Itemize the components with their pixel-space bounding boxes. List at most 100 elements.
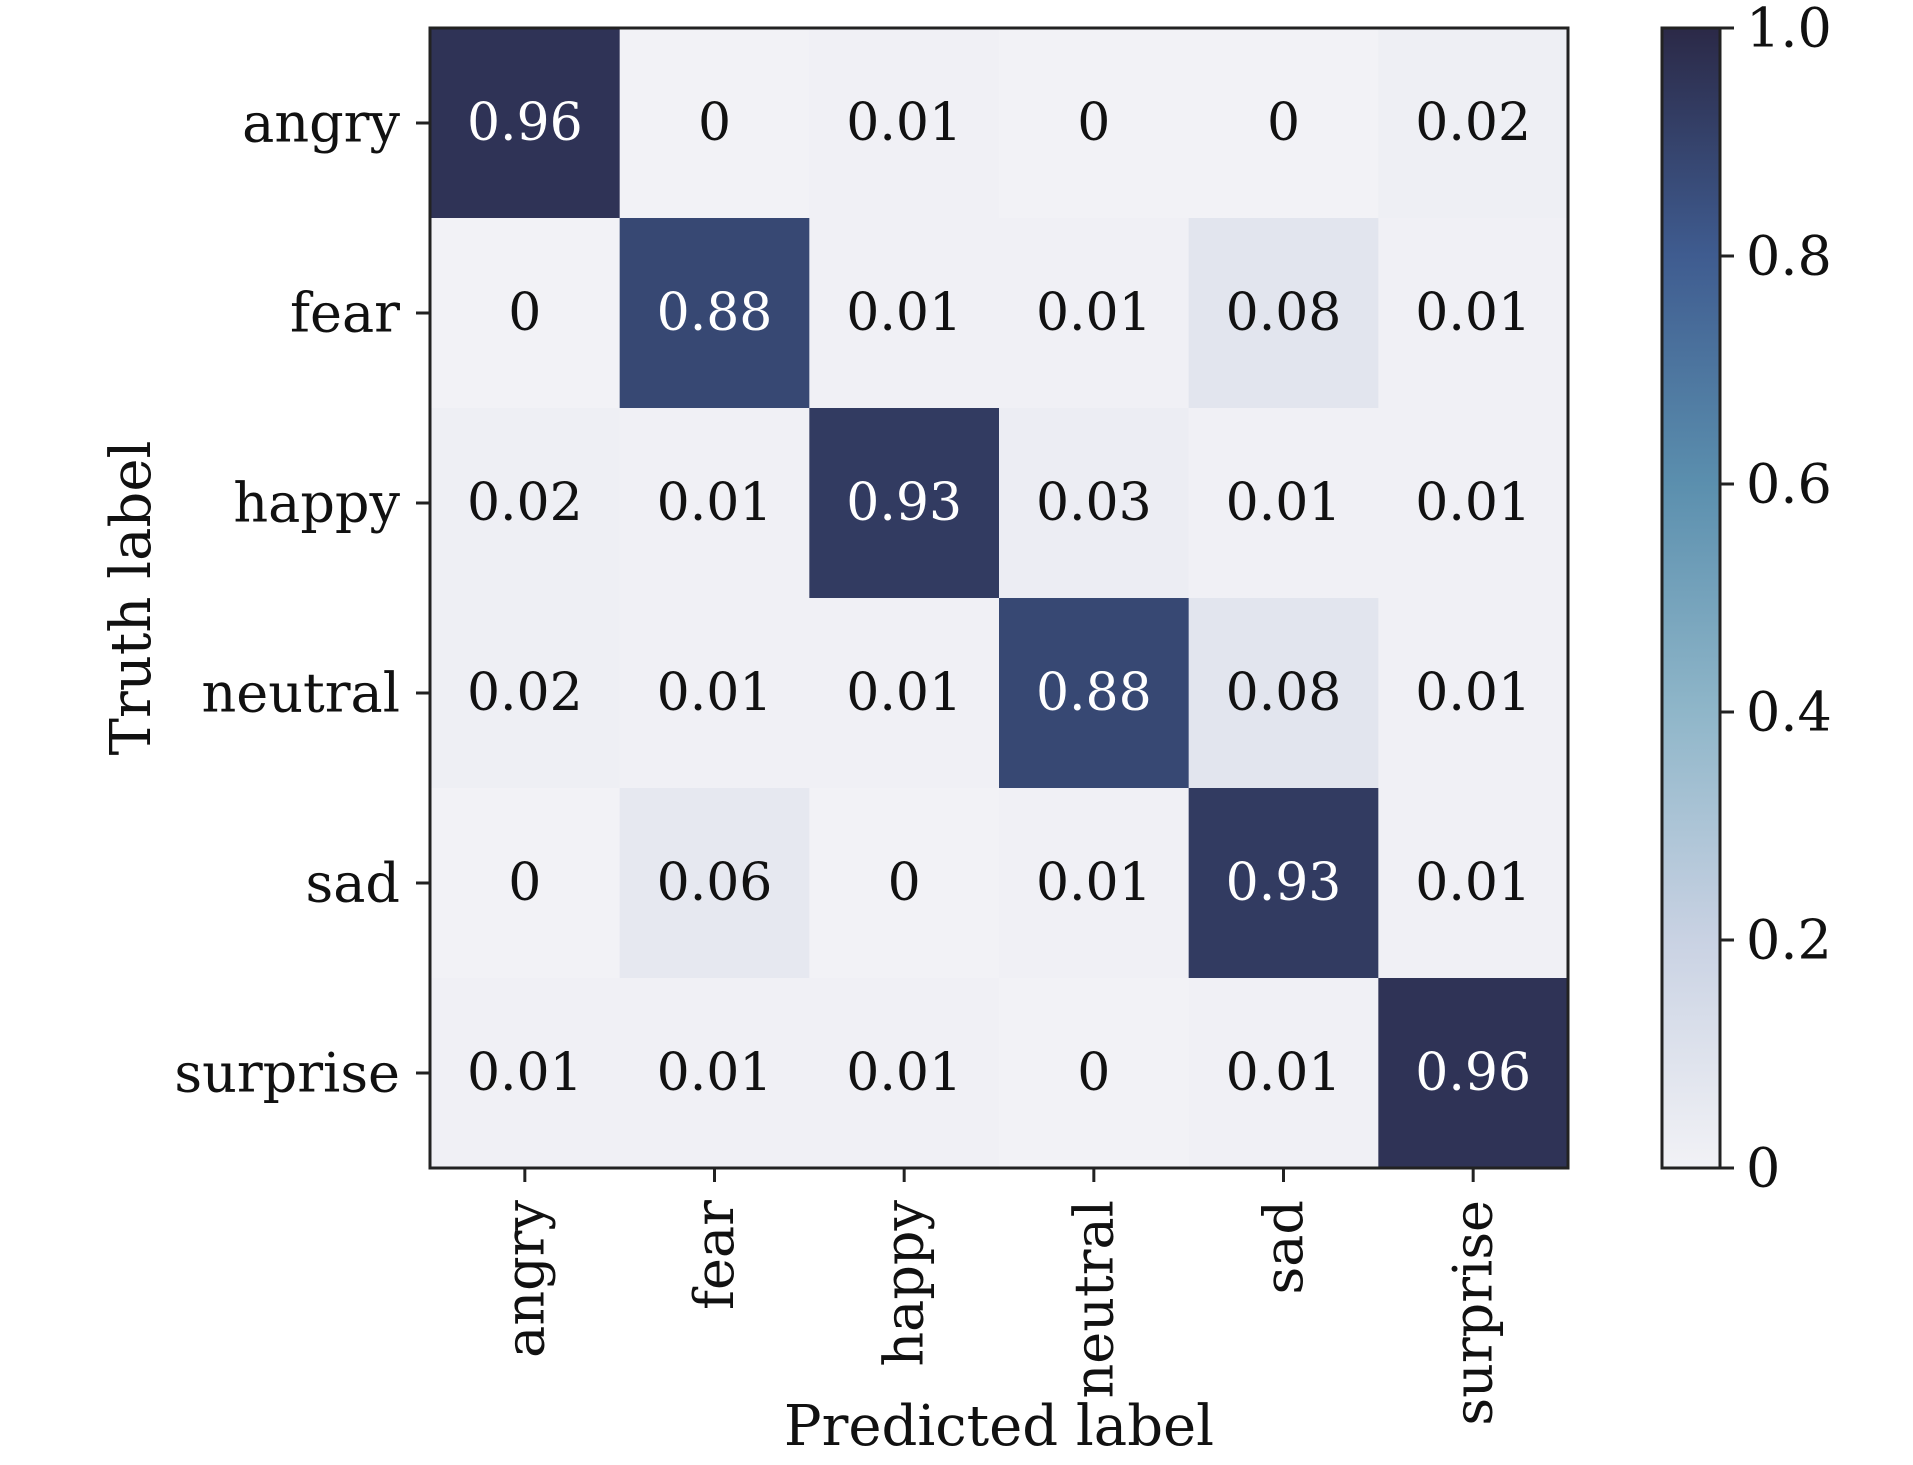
heatmap-cell bbox=[430, 408, 621, 599]
colorbar-tick-label: 0.4 bbox=[1746, 681, 1832, 744]
cell-value-label: 0 bbox=[1267, 93, 1300, 153]
cell-value-label: 0.01 bbox=[1226, 1043, 1342, 1103]
heatmap-cell bbox=[619, 788, 810, 979]
heatmap-cell bbox=[430, 28, 621, 219]
y-axis-label: Truth label bbox=[99, 441, 164, 756]
colorbar-tick-label: 1.0 bbox=[1746, 0, 1832, 60]
heatmap-cell bbox=[619, 598, 810, 789]
heatmap-cell bbox=[430, 218, 621, 409]
heatmap-cells bbox=[430, 28, 1569, 1169]
cell-value-label: 0.01 bbox=[1415, 473, 1531, 533]
cell-value-label: 0.01 bbox=[657, 473, 773, 533]
colorbar-ticks: 0 0.2 0.4 0.6 0.8 1.0 bbox=[1720, 0, 1832, 1200]
heatmap-cell bbox=[999, 28, 1190, 219]
heatmap-cell bbox=[809, 788, 1000, 979]
heatmap-cell bbox=[430, 598, 621, 789]
heatmap-cell bbox=[1188, 218, 1379, 409]
heatmap-cell bbox=[809, 978, 1000, 1169]
y-tick-label: happy bbox=[233, 472, 400, 535]
heatmap-cell bbox=[619, 978, 810, 1169]
cell-value-label: 0.06 bbox=[657, 853, 773, 913]
plot-frame bbox=[428, 26, 1570, 1170]
heatmap-cell bbox=[1188, 788, 1379, 979]
heatmap-cell bbox=[999, 408, 1190, 599]
cell-value-label: 0.08 bbox=[1226, 283, 1342, 343]
colorbar-tick-label: 0.8 bbox=[1746, 225, 1832, 288]
x-axis-ticks: angry fear happy neutral sad surprise bbox=[493, 1168, 1505, 1426]
cell-value-label: 0.93 bbox=[1226, 853, 1342, 913]
heatmap-cell bbox=[619, 218, 810, 409]
cell-value-label: 0.02 bbox=[467, 663, 583, 723]
cell-value-label: 0.96 bbox=[467, 93, 583, 153]
heatmap-cell bbox=[809, 218, 1000, 409]
heatmap-cell-labels: 0.96 0 0.01 0 0 0.02 0 0.88 0.01 0.01 0.08 0.01 0.02… bbox=[467, 93, 1531, 1103]
cell-value-label: 0.01 bbox=[657, 1043, 773, 1103]
cell-value-label: 0.02 bbox=[1415, 93, 1531, 153]
cell-value-label: 0 bbox=[888, 853, 921, 913]
cell-value-label: 0.01 bbox=[657, 663, 773, 723]
cell-value-label: 0.01 bbox=[846, 93, 962, 153]
heatmap-cell bbox=[619, 28, 810, 219]
y-tick-label: neutral bbox=[202, 662, 401, 725]
x-tick-label: fear bbox=[683, 1200, 746, 1310]
heatmap-cell bbox=[1378, 598, 1569, 789]
cell-value-label: 0.01 bbox=[1415, 853, 1531, 913]
y-tick-label: surprise bbox=[174, 1042, 400, 1105]
colorbar bbox=[1660, 26, 1722, 1170]
y-tick-label: sad bbox=[306, 852, 400, 915]
heatmap-cell bbox=[1188, 978, 1379, 1169]
heatmap-cell bbox=[430, 788, 621, 979]
cell-value-label: 0.01 bbox=[1036, 853, 1152, 913]
cell-value-label: 0.01 bbox=[467, 1043, 583, 1103]
heatmap-cell bbox=[1378, 788, 1569, 979]
cell-value-label: 0.93 bbox=[846, 473, 962, 533]
y-tick-label: angry bbox=[242, 92, 400, 155]
cell-value-label: 0.01 bbox=[846, 283, 962, 343]
heatmap-cell bbox=[1378, 408, 1569, 599]
cell-value-label: 0.01 bbox=[1226, 473, 1342, 533]
cell-value-label: 0 bbox=[698, 93, 731, 153]
heatmap-cell bbox=[1188, 598, 1379, 789]
y-tick-label: fear bbox=[290, 282, 400, 345]
heatmap-cell bbox=[1188, 408, 1379, 599]
cell-value-label: 0 bbox=[1077, 1043, 1110, 1103]
cell-value-label: 0.01 bbox=[846, 663, 962, 723]
heatmap-cell bbox=[999, 218, 1190, 409]
heatmap-cell bbox=[1378, 978, 1569, 1169]
cell-value-label: 0 bbox=[508, 853, 541, 913]
cell-value-label: 0.88 bbox=[657, 283, 773, 343]
heatmap-cell bbox=[1378, 28, 1569, 219]
x-axis-label: Predicted label bbox=[784, 1394, 1214, 1459]
heatmap-cell bbox=[430, 978, 621, 1169]
cell-value-label: 0 bbox=[508, 283, 541, 343]
heatmap-cell bbox=[619, 408, 810, 599]
cell-value-label: 0.01 bbox=[846, 1043, 962, 1103]
cell-value-label: 0.01 bbox=[1036, 283, 1152, 343]
heatmap-cell bbox=[1188, 28, 1379, 219]
y-axis-ticks: angry fear happy neutral sad surprise bbox=[174, 92, 430, 1105]
cell-value-label: 0 bbox=[1077, 93, 1110, 153]
cell-value-label: 0.96 bbox=[1415, 1043, 1531, 1103]
heatmap-cell bbox=[809, 598, 1000, 789]
heatmap-cell bbox=[999, 788, 1190, 979]
x-tick-label: angry bbox=[493, 1200, 556, 1358]
x-tick-label: surprise bbox=[1442, 1200, 1505, 1426]
x-tick-label: neutral bbox=[1062, 1200, 1125, 1399]
cell-value-label: 0.02 bbox=[467, 473, 583, 533]
heatmap-cell bbox=[809, 28, 1000, 219]
cell-value-label: 0.01 bbox=[1415, 663, 1531, 723]
heatmap-cell bbox=[999, 598, 1190, 789]
cell-value-label: 0.08 bbox=[1226, 663, 1342, 723]
x-tick-label: happy bbox=[873, 1200, 936, 1367]
colorbar-tick-label: 0.2 bbox=[1746, 909, 1832, 972]
cell-value-label: 0.88 bbox=[1036, 663, 1152, 723]
heatmap-cell bbox=[809, 408, 1000, 599]
heatmap-cell bbox=[1378, 218, 1569, 409]
cell-value-label: 0.01 bbox=[1415, 283, 1531, 343]
heatmap-cell bbox=[999, 978, 1190, 1169]
cell-value-label: 0.03 bbox=[1036, 473, 1152, 533]
colorbar-tick-label: 0 bbox=[1746, 1137, 1780, 1200]
x-tick-label: sad bbox=[1252, 1200, 1315, 1294]
colorbar-tick-label: 0.6 bbox=[1746, 453, 1832, 516]
